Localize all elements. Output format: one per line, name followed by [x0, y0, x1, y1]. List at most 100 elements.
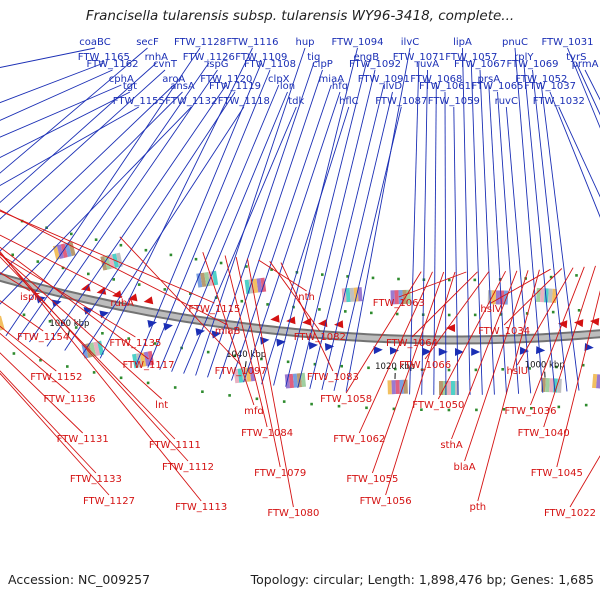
forward-label-leader: [462, 47, 471, 395]
forward-label-leader: [0, 106, 140, 187]
reverse-label-leader: [0, 352, 84, 434]
forward-label-leader: [219, 69, 323, 380]
reverse-gene-label: FTW_1062: [333, 434, 385, 445]
forward-label-leader: [444, 91, 447, 396]
reverse-label-leader: [0, 370, 97, 474]
feature-stripe: [139, 352, 147, 367]
feature-stripe: [0, 315, 5, 331]
forward-gene-label: FTW_1068: [410, 74, 462, 85]
forward-gene-label: secF: [136, 37, 159, 48]
reverse-gene-label: pth: [469, 502, 486, 513]
reverse-gene-arrow: [96, 286, 107, 295]
forward-label-leader: [540, 84, 580, 391]
reverse-gene-label: FTW_1113: [175, 502, 227, 513]
dotted-ring-tick: [94, 238, 98, 241]
reverse-label-leader: [0, 210, 215, 304]
reverse-gene-arrow: [127, 293, 138, 302]
dotted-ring-tick: [555, 365, 558, 369]
forward-gene-arrow: [373, 346, 383, 355]
reverse-gene-label: FTW_1064: [386, 338, 438, 349]
forward-gene-label: FTW_1057: [445, 52, 497, 63]
forward-label-leader: [285, 62, 367, 387]
forward-label-leader: [505, 106, 532, 394]
reverse-gene-label: FTW_1115: [188, 304, 240, 315]
dotted-ring-tick: [367, 366, 370, 370]
reverse-gene-label: FTW_1097: [215, 366, 267, 377]
dotted-ring-tick: [473, 313, 477, 317]
forward-label-leader: [409, 62, 420, 395]
reverse-gene-arrow: [270, 314, 280, 323]
forward-gene-label: FTW_1109: [235, 52, 287, 63]
reverse-gene-label: FTW_1055: [346, 474, 398, 485]
forward-gene-arrow: [471, 347, 481, 356]
dotted-ring-tick: [144, 248, 148, 252]
reverse-gene-arrow: [574, 319, 584, 328]
reverse-gene-label: FTW_1082: [294, 332, 346, 343]
forward-gene-label: FTW_1119: [209, 81, 261, 92]
reverse-label-leader: [464, 270, 529, 462]
forward-gene-label: FTW_1094: [331, 37, 383, 48]
forward-gene-label: coaBC: [79, 37, 110, 48]
feature-stripe: [345, 287, 351, 303]
genome-summary: Topology: circular; Length: 1,898,476 bp…: [250, 572, 594, 587]
dotted-ring-tick: [557, 405, 561, 409]
reverse-label-leader: [358, 271, 433, 434]
reverse-gene-arrow: [143, 296, 154, 305]
forward-label-leader: [183, 106, 297, 374]
dotted-ring-tick: [448, 278, 451, 282]
feature-stripe: [446, 380, 452, 396]
forward-gene-arrow: [438, 347, 448, 356]
reverse-label-leader: [345, 271, 422, 394]
feature-stripe: [93, 341, 101, 357]
reverse-label-leader: [224, 255, 268, 428]
feature-stripe: [143, 351, 151, 367]
forward-label-leader: [321, 91, 393, 391]
dotted-ring-tick: [219, 261, 223, 265]
reverse-label-leader: [490, 268, 551, 304]
forward-gene-label: FTW_1067: [454, 59, 506, 70]
reverse-label-leader: [202, 252, 255, 406]
reverse-gene-label: FTW_1022: [544, 508, 596, 519]
forward-gene-label: FTW_1132: [165, 96, 217, 107]
forward-label-leader: [0, 91, 131, 159]
forward-gene-label: ispG: [206, 59, 228, 70]
dotted-ring-tick: [39, 358, 42, 362]
forward-gene-label: ansA: [170, 81, 195, 92]
reverse-label-leader: [503, 268, 563, 326]
dotted-ring-tick: [228, 394, 231, 397]
kbp-tick-label: 1060 kbp: [49, 319, 89, 329]
forward-label-leader: [231, 84, 332, 381]
forward-label-leader: [0, 84, 122, 138]
kbp-tick-mark: [244, 361, 247, 368]
dotted-ring-tick: [270, 268, 273, 271]
reverse-gene-arrow: [446, 324, 455, 332]
dotted-ring-tick: [92, 371, 96, 374]
dotted-ring-tick: [499, 313, 503, 316]
dotted-ring-tick: [530, 407, 533, 410]
reverse-gene-arrow: [80, 283, 91, 292]
dotted-ring-tick: [240, 299, 244, 303]
dotted-ring-tick: [475, 408, 478, 412]
forward-gene-label: tig: [307, 52, 320, 63]
dotted-ring-tick: [501, 368, 504, 371]
forward-gene-label: FTW_1091: [358, 74, 410, 85]
forward-gene-label: FTW_1087: [375, 96, 427, 107]
dotted-ring-tick: [163, 288, 167, 291]
feature-stripe: [398, 290, 403, 305]
dotted-ring-tick: [474, 368, 478, 372]
reverse-label-leader: [437, 270, 506, 400]
dotted-ring-tick: [12, 352, 16, 355]
forward-label-leader: [0, 69, 113, 121]
forward-label-leader: [0, 47, 148, 174]
reverse-gene-label: FTW_1079: [254, 468, 306, 479]
forward-label-leader: [297, 69, 376, 389]
forward-label-leader: [345, 47, 411, 392]
feature-stripe: [135, 353, 143, 368]
feature-stripe: [391, 380, 396, 395]
reverse-gene-label: nth: [298, 292, 315, 303]
forward-label-leader: [421, 69, 428, 395]
dotted-ring-tick: [245, 265, 248, 268]
feature-stripe: [249, 366, 256, 382]
reverse-gene-label: FTW_1080: [267, 508, 319, 519]
reverse-label-leader: [530, 266, 585, 406]
